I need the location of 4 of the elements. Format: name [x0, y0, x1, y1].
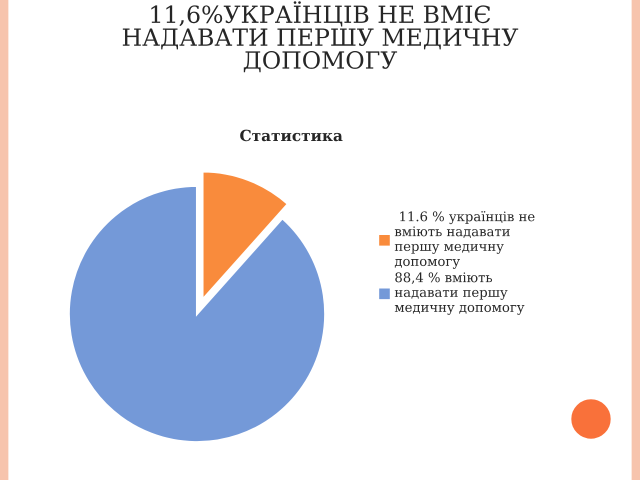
- legend-label: 88,4 % вміють надавати першу медичну допомогу: [394, 272, 524, 315]
- chart-subtitle: Статистика: [240, 130, 343, 142]
- legend-label: 11.6 % українців не вміють надавати першу медичну допомогу: [394, 211, 534, 269]
- chart-title: 11,6%УКРАЇНЦІВ НЕ ВМІЄ НАДАВАТИ ПЕРШУ МЕДИЧНУ ДОПОМОГУ: [122, 1, 518, 72]
